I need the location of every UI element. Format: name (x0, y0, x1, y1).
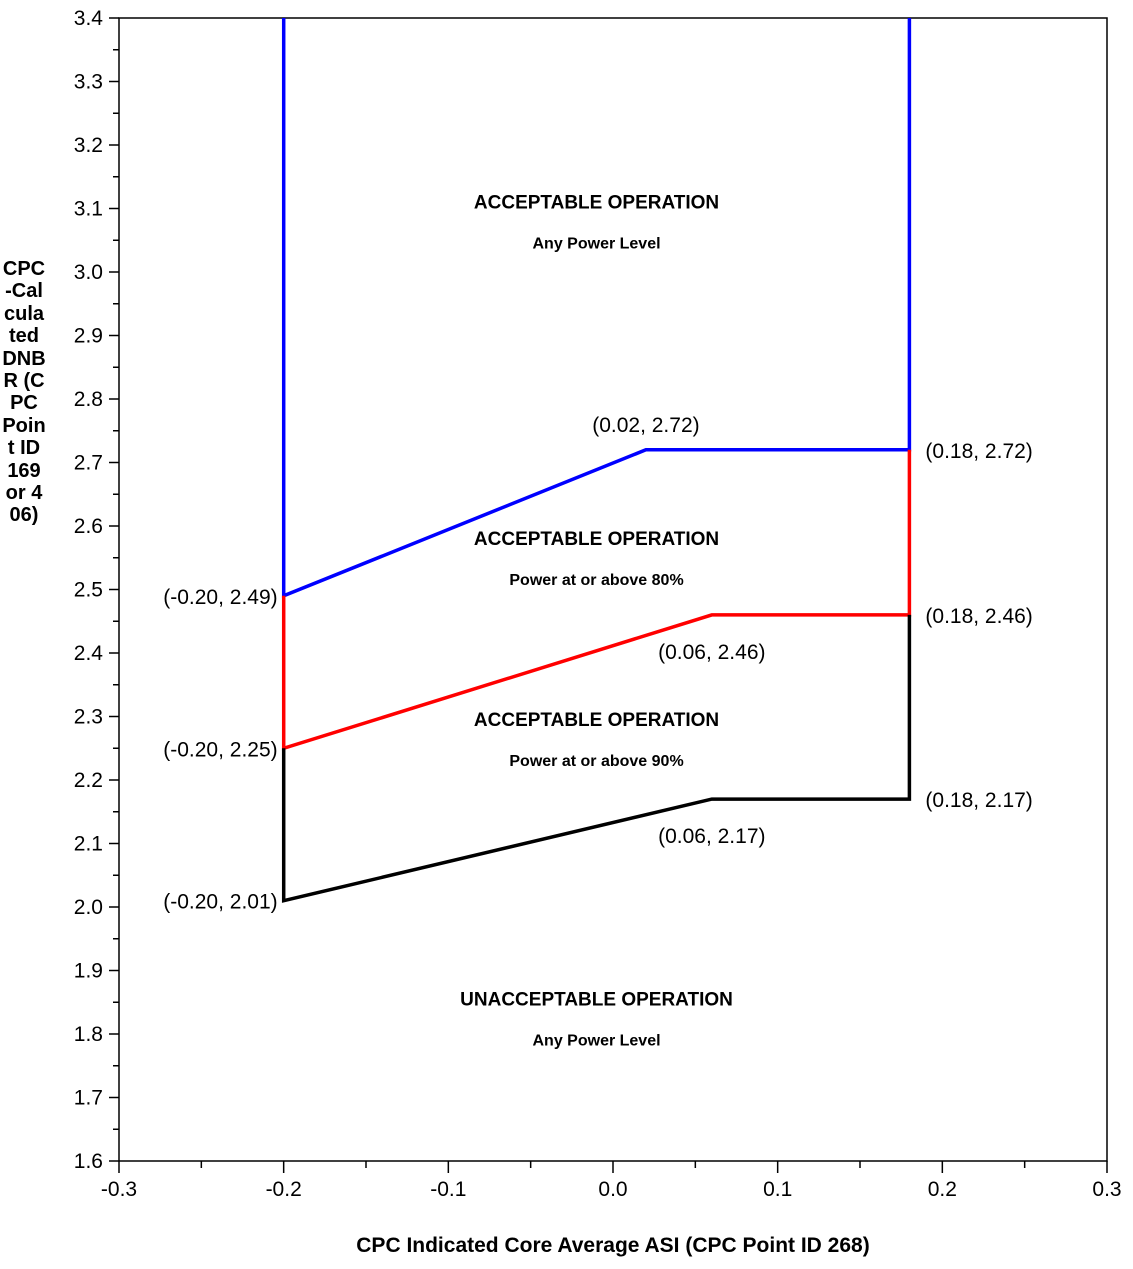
point-label: (0.18, 2.72) (925, 440, 1032, 463)
y-tick-label: 2.1 (74, 833, 103, 856)
y-tick-label: 1.9 (74, 960, 103, 983)
region-title: ACCEPTABLE OPERATION (474, 529, 719, 550)
region-title: UNACCEPTABLE OPERATION (460, 989, 733, 1010)
point-label: (0.06, 2.46) (658, 641, 765, 664)
boundary-line-0 (281, 18, 912, 599)
region-subtitle: Power at or above 90% (509, 753, 683, 770)
y-tick-label: 3.4 (74, 7, 104, 30)
y-tick-label: 2.3 (74, 706, 103, 729)
region-subtitle: Any Power Level (533, 236, 661, 253)
x-tick-label: -0.1 (430, 1178, 466, 1201)
point-label: (-0.20, 2.25) (163, 738, 277, 761)
boundary-line-2 (281, 614, 912, 903)
region-title: ACCEPTABLE OPERATION (474, 193, 719, 214)
x-tick-label: -0.2 (266, 1178, 302, 1201)
x-tick-label: 0.0 (598, 1178, 627, 1201)
y-tick-label: 3.0 (74, 261, 103, 284)
y-tick-label: 2.5 (74, 579, 103, 602)
y-tick-label: 2.2 (74, 769, 103, 792)
y-tick-label: 2.8 (74, 388, 103, 411)
point-label: (0.06, 2.17) (658, 825, 765, 848)
y-tick-label: 2.6 (74, 515, 103, 538)
y-tick-label: 1.6 (74, 1150, 103, 1173)
point-label: (-0.20, 2.49) (163, 586, 277, 609)
regions-layer: ACCEPTABLE OPERATION Any Power Level ACCEP… (460, 193, 733, 1050)
series-layer (281, 18, 912, 903)
y-tick-label: 3.3 (74, 71, 103, 94)
x-axis-title: CPC Indicated Core Average ASI (CPC Poin… (356, 1234, 869, 1257)
y-axis-title: CPC-Calculated DNBR (CPC Point ID 169 or… (2, 258, 46, 527)
point-label: (0.18, 2.46) (925, 605, 1032, 628)
labels-layer: (0.02, 2.72) (0.18, 2.72) (-0.20, 2.49) (0.… (163, 414, 1033, 914)
region-subtitle: Power at or above 80% (509, 572, 683, 589)
y-tick-label: 2.0 (74, 896, 103, 919)
point-label: (0.02, 2.72) (592, 414, 699, 437)
point-label: (0.18, 2.17) (925, 789, 1032, 812)
region-subtitle: Any Power Level (533, 1032, 661, 1049)
y-tick-label: 2.4 (74, 642, 104, 665)
x-tick-label: -0.3 (101, 1178, 137, 1201)
region-title: ACCEPTABLE OPERATION (474, 710, 719, 731)
point-label: (-0.20, 2.01) (163, 891, 277, 914)
boundary-line-1 (281, 449, 912, 751)
x-tick-label: 0.2 (928, 1178, 957, 1201)
y-tick-label: 3.2 (74, 134, 103, 157)
x-tick-label: 0.3 (1092, 1178, 1121, 1201)
axes-layer: -0.3 -0.2 -0.1 0.0 0.1 0.2 0.3 1.6 1.7 1.8 1.9 2.0 2… (74, 7, 1122, 1201)
y-tick-label: 2.9 (74, 325, 103, 348)
y-tick-label: 1.7 (74, 1087, 103, 1110)
x-tick-label: 0.1 (763, 1178, 792, 1201)
y-tick-label: 2.7 (74, 452, 103, 475)
y-tick-label: 1.8 (74, 1023, 103, 1046)
y-tick-label: 3.1 (74, 198, 103, 221)
